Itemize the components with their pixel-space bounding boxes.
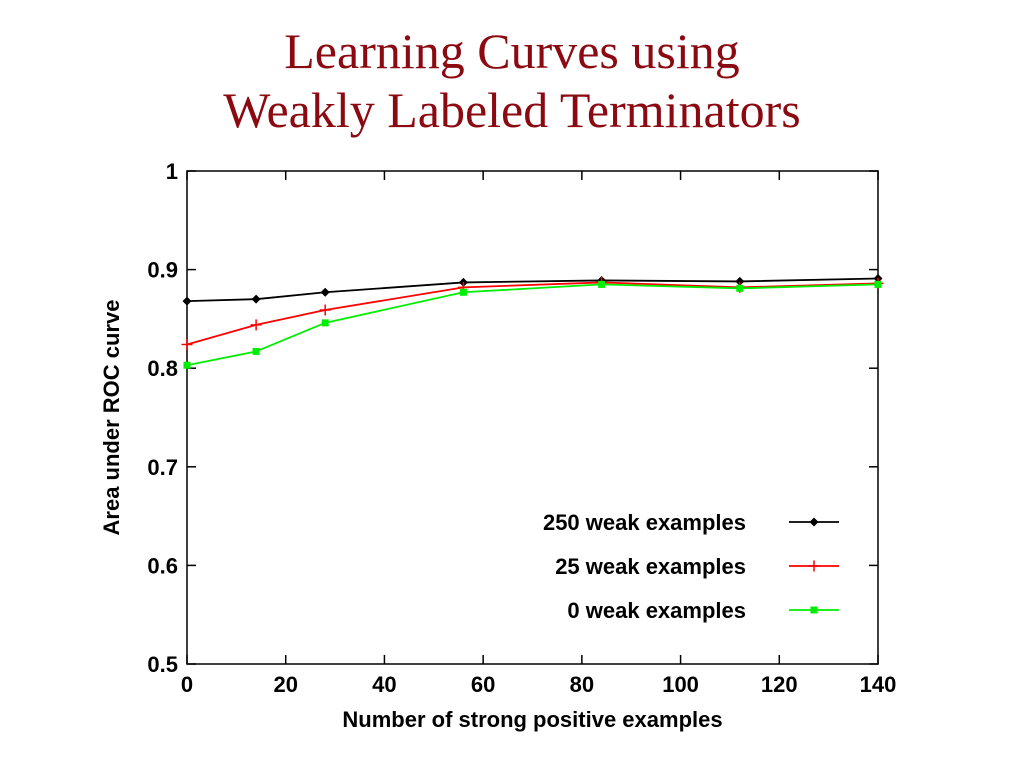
- series-layer: [181, 273, 884, 369]
- x-tick-label: 120: [761, 672, 798, 697]
- data-point: [874, 280, 882, 288]
- legend-entry: 25 weak examples: [555, 554, 839, 579]
- y-axis-label: Area under ROC curve: [99, 300, 124, 536]
- legend-entry: 250 weak examples: [543, 510, 839, 535]
- x-tick-label: 0: [181, 672, 193, 697]
- plot-frame: [186, 170, 879, 665]
- legend-label: 25 weak examples: [555, 554, 746, 579]
- slide-title-line-1: Learning Curves using: [284, 23, 740, 79]
- data-point: [251, 294, 261, 304]
- x-tick-label: 20: [273, 672, 297, 697]
- data-point: [598, 280, 606, 288]
- x-tick-label: 80: [570, 672, 594, 697]
- y-tick-label: 0.8: [147, 356, 178, 381]
- x-axis-label: Number of strong positive examples: [342, 707, 722, 732]
- legend-marker: [809, 517, 819, 527]
- x-tick-label: 40: [372, 672, 396, 697]
- legend-label: 250 weak examples: [543, 510, 746, 535]
- legend-label: 0 weak examples: [567, 598, 746, 623]
- data-point: [319, 304, 331, 316]
- y-tick-label: 1: [166, 159, 178, 184]
- series-line: [186, 277, 879, 303]
- data-point: [183, 361, 191, 369]
- y-tick-label: 0.9: [147, 258, 178, 283]
- data-point: [736, 284, 744, 292]
- data-point: [735, 276, 745, 286]
- slide-title-line-2: Weakly Labeled Terminators: [223, 82, 801, 138]
- legend-marker: [808, 560, 820, 572]
- series-line: [186, 281, 879, 346]
- data-point: [320, 287, 330, 297]
- series-1: [182, 273, 883, 306]
- slide-title: Learning Curves using Weakly Labeled Ter…: [0, 22, 1024, 140]
- legend: 250 weak examples 25 weak examples 0 weak …: [543, 510, 839, 623]
- x-tick-label: 100: [662, 672, 699, 697]
- legend-marker: [810, 606, 818, 614]
- x-tick-label: 60: [471, 672, 495, 697]
- data-point: [181, 339, 193, 351]
- data-point: [182, 296, 192, 306]
- y-tick-label: 0.5: [147, 652, 178, 677]
- y-tick-label: 0.6: [147, 553, 178, 578]
- axis-ticks: 0 20 40 60 80 100 120 140 0.5 0.6 0.7 0.8 0.9 1: [147, 159, 896, 697]
- data-point: [250, 319, 262, 331]
- y-tick-label: 0.7: [147, 455, 178, 480]
- data-point: [321, 319, 329, 327]
- data-point: [252, 347, 260, 355]
- series-3: [183, 280, 882, 369]
- x-tick-label: 140: [860, 672, 897, 697]
- legend-entry: 0 weak examples: [567, 598, 839, 623]
- data-point: [459, 288, 467, 296]
